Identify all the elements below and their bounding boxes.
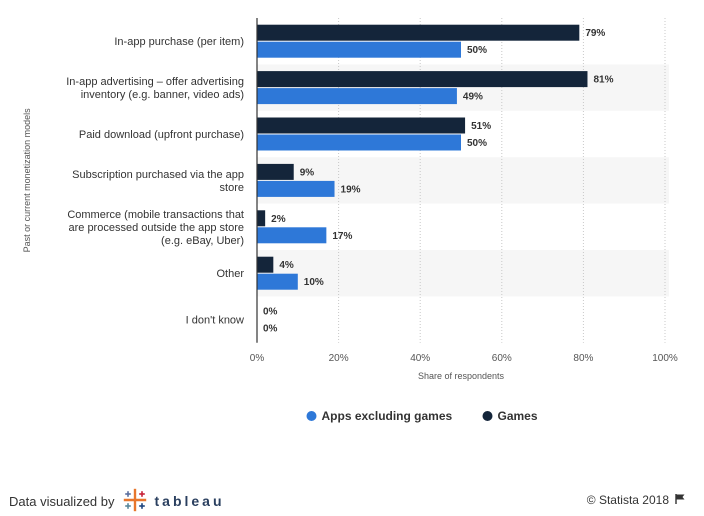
copyright-text[interactable]: © Statista 2018 [586, 493, 669, 507]
bar [257, 88, 457, 105]
data-label: 51% [471, 121, 491, 132]
bar [257, 24, 580, 41]
attribution-text: Data visualized by [9, 493, 115, 509]
bar [257, 273, 298, 290]
data-label: 9% [300, 167, 315, 178]
legend-label: Games [498, 409, 538, 423]
x-tick-label: 80% [573, 353, 593, 364]
footer-attribution: Data visualized by tableau [9, 488, 225, 515]
legend-swatch [306, 411, 317, 421]
bar [257, 210, 266, 227]
data-label: 49% [463, 92, 483, 103]
data-label: 2% [271, 214, 286, 225]
data-label: 0% [263, 324, 278, 335]
category-label: Commerce (mobile transactions that are pr… [67, 209, 244, 247]
legend-label: Apps excluding games [322, 409, 453, 423]
chart-svg: 79% 50% In-app purchase (per item) 81% 49% In… [22, 18, 678, 423]
data-label: 17% [332, 231, 352, 242]
category-label: Subscription purchased via the app store [72, 169, 244, 194]
tableau-logo-icon[interactable] [123, 488, 147, 515]
row-band [257, 250, 669, 297]
category-label: In-app advertising – offer advertising in… [66, 76, 244, 101]
data-label: 19% [341, 184, 361, 195]
bar [257, 227, 327, 244]
footer-copyright: © Statista 2018 [587, 491, 686, 509]
bar [257, 134, 461, 151]
legend-item[interactable]: Games [482, 409, 538, 423]
data-label: 50% [467, 45, 487, 56]
bar [257, 71, 588, 88]
bar [257, 180, 335, 197]
x-tick-label: 0% [250, 353, 265, 364]
flag-icon[interactable] [674, 493, 686, 508]
bar [257, 163, 294, 180]
data-label: 0% [263, 307, 278, 318]
category-label: In-app purchase (per item) [114, 36, 244, 48]
x-tick-label: 60% [492, 353, 512, 364]
category-label: I don't know [186, 315, 244, 327]
bar [257, 117, 466, 134]
x-tick-label: 20% [329, 353, 349, 364]
x-tick-label: 100% [652, 353, 678, 364]
category-label: Paid download (upfront purchase) [79, 129, 244, 141]
legend-swatch [482, 411, 493, 421]
legend-item[interactable]: Apps excluding games [306, 409, 453, 423]
data-label: 79% [585, 28, 605, 39]
x-tick-label: 40% [410, 353, 430, 364]
tableau-wordmark[interactable]: tableau [154, 493, 225, 509]
bar [257, 256, 274, 273]
category-label: Other [216, 268, 244, 280]
y-axis-title: Past or current monetization models [22, 108, 32, 253]
data-label: 4% [279, 260, 294, 271]
bar [257, 41, 461, 58]
data-label: 81% [593, 75, 613, 86]
data-label: 50% [467, 138, 487, 149]
data-label: 10% [304, 277, 324, 288]
x-axis-title: Share of respondents [418, 371, 505, 381]
